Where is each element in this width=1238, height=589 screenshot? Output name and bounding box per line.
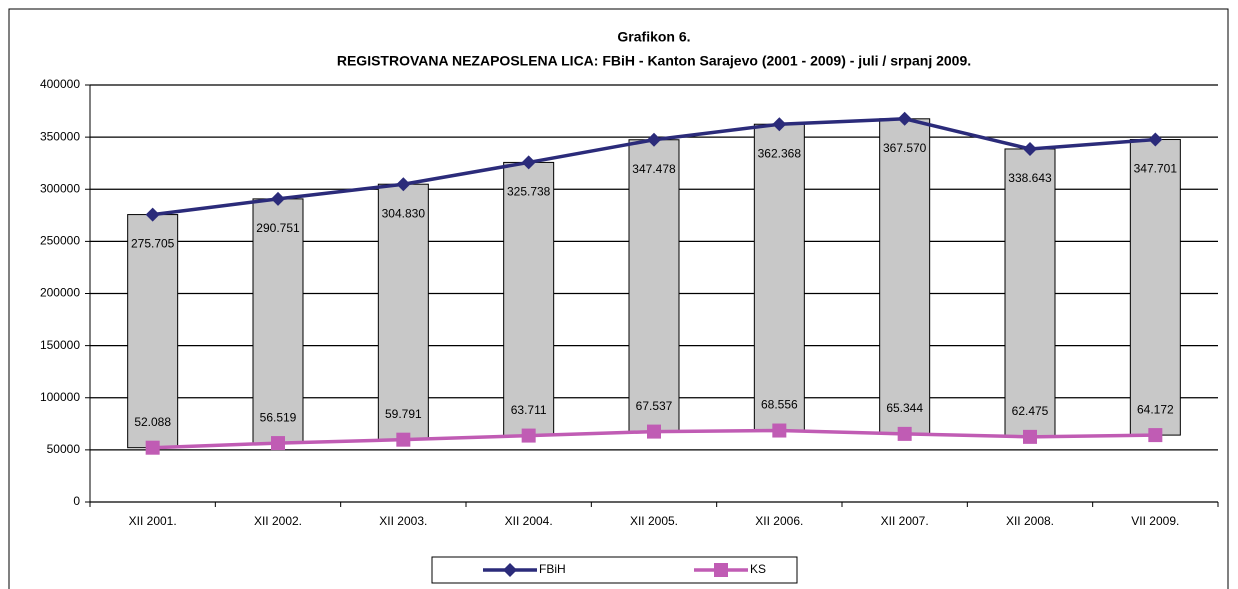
data-label: 275.705 <box>131 237 175 251</box>
chart-frame <box>8 8 1229 589</box>
point <box>897 111 912 126</box>
x-tick-label: XII 2006. <box>755 514 803 528</box>
legend-marker <box>714 563 728 577</box>
point <box>1148 132 1163 147</box>
high-low-bar <box>127 214 179 449</box>
data-label: 325.738 <box>507 185 551 199</box>
data-label: 347.701 <box>1134 162 1178 176</box>
legend-label: KS <box>750 562 766 576</box>
point <box>145 440 160 455</box>
data-label: 347.478 <box>632 162 676 176</box>
point <box>897 426 912 441</box>
x-tick-label: XII 2008. <box>1006 514 1054 528</box>
high-low-bar <box>503 161 555 437</box>
x-tick-label: XII 2002. <box>254 514 302 528</box>
point <box>396 432 411 447</box>
point <box>521 155 536 170</box>
point <box>145 207 160 222</box>
y-tick-label: 250000 <box>40 234 80 248</box>
high-low-bar <box>1129 139 1181 436</box>
high-low-bar <box>1004 148 1056 438</box>
y-tick-label: 400000 <box>40 77 80 91</box>
data-label: 62.475 <box>1012 404 1049 418</box>
point <box>647 132 661 147</box>
data-label: 290.751 <box>256 221 300 235</box>
point <box>647 424 661 439</box>
x-tick-label: XII 2003. <box>379 514 427 528</box>
data-label: 304.830 <box>382 206 426 220</box>
y-tick-label: 50000 <box>47 442 81 456</box>
point <box>521 428 536 443</box>
data-label: 68.556 <box>761 398 798 412</box>
data-label: 59.791 <box>385 407 422 421</box>
data-label: 362.368 <box>758 146 802 160</box>
y-tick-label: 300000 <box>40 181 80 195</box>
data-label: 65.344 <box>886 401 923 415</box>
point <box>271 436 285 451</box>
point <box>1023 429 1037 444</box>
data-label: 56.519 <box>260 410 297 424</box>
x-tick-label: XII 2007. <box>881 514 929 528</box>
point <box>772 117 787 132</box>
point <box>772 423 787 438</box>
x-tick-label: XII 2005. <box>630 514 678 528</box>
high-low-bar <box>753 123 805 432</box>
y-tick-label: 350000 <box>40 129 80 143</box>
data-label: 64.172 <box>1137 402 1174 416</box>
y-tick-label: 100000 <box>40 390 80 404</box>
legend-marker <box>503 563 517 577</box>
data-label: 338.643 <box>1008 171 1052 185</box>
point <box>1148 428 1163 443</box>
data-label: 52.088 <box>134 415 171 429</box>
data-label: 63.711 <box>511 403 547 417</box>
chart-subtitle: REGISTROVANA NEZAPOSLENA LICA: FBiH - Ka… <box>337 53 971 69</box>
y-tick-label: 200000 <box>40 286 80 300</box>
point <box>1023 141 1037 156</box>
point <box>271 191 285 206</box>
y-tick-label: 0 <box>73 494 80 508</box>
x-tick-label: VII 2009. <box>1131 514 1179 528</box>
high-low-bar <box>377 183 429 441</box>
chart-title: Grafikon 6. <box>617 29 690 45</box>
x-tick-label: XII 2001. <box>129 514 177 528</box>
point <box>396 177 411 192</box>
data-label: 67.537 <box>636 399 673 413</box>
high-low-bar <box>252 198 304 444</box>
x-tick-label: XII 2004. <box>505 514 553 528</box>
legend-label: FBiH <box>539 562 566 576</box>
y-tick-label: 150000 <box>40 338 80 352</box>
high-low-bar <box>879 118 931 435</box>
high-low-bar <box>628 139 680 433</box>
data-label: 367.570 <box>883 141 927 155</box>
